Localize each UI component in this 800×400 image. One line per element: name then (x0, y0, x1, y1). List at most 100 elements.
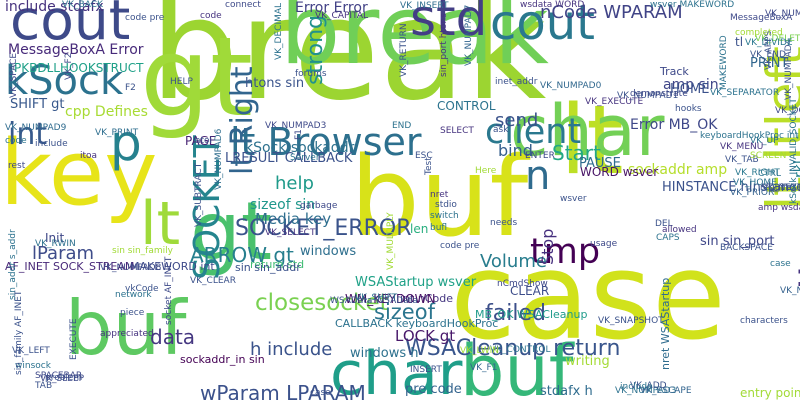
cloud-word: gt (140, 12, 253, 141)
cloud-word: requires (760, 183, 797, 194)
cloud-word: CLEAR (510, 283, 550, 298)
cloud-word: include stdafx (5, 0, 104, 16)
cloud-word: sin sin_port (700, 233, 775, 249)
cloud-word: send (495, 109, 539, 131)
cloud-word: LRESULT CALLBACK (225, 150, 353, 166)
cloud-word: SPACEBAR (35, 371, 83, 382)
cloud-word: PKBDLLHOOKSTRUCT (14, 60, 144, 75)
cloud-word: VK_PRIOR (730, 188, 775, 199)
cloud-word: VK_RETURN (399, 23, 409, 77)
cloud-word: LOCK gt (395, 327, 456, 346)
cloud-word: VK_MULTIPLY (386, 212, 396, 270)
cloud-word: socket AF_INET (164, 256, 174, 325)
cloud-word: help (275, 172, 314, 194)
cloud-word: VK_DELETE (755, 34, 800, 45)
cloud-word: code pre (125, 13, 165, 24)
cloud-word: data (150, 325, 196, 349)
cloud-word: VK_DECIMAL (274, 2, 284, 60)
cloud-word: EXECUTE (69, 318, 79, 360)
cloud-word: Init (45, 230, 65, 245)
cloud-word: case (450, 228, 726, 367)
cloud-word: wsdata WORD (520, 0, 585, 11)
cloud-word: Here (475, 166, 497, 177)
cloud-word: cout (490, 0, 595, 52)
cloud-word: Track (660, 64, 689, 78)
cloud-word: tl (735, 34, 744, 49)
cloud-word: nCmdShow (497, 279, 548, 290)
cloud-word: code (5, 136, 27, 147)
cloud-word: closesocket (255, 290, 389, 317)
cloud-word: WSACleanup return (405, 336, 621, 362)
cloud-word: Error MB_OK (630, 117, 718, 134)
cloud-word: sin_family AF_INET (14, 290, 24, 375)
cloud-word: p (110, 113, 142, 172)
cloud-word: Start (552, 141, 601, 165)
cloud-word: VK_ADD (630, 381, 667, 392)
cloud-word: CAPS (656, 233, 680, 244)
cloud-word: VK_NUMPAD2 (765, 9, 800, 20)
cloud-word: CTRL (758, 169, 782, 180)
cloud-word: buf (460, 329, 574, 400)
cloud-word: garbage (300, 201, 338, 212)
cloud-word: SCREEN (750, 151, 787, 162)
cloud-word: VK_NUMPAD3 (265, 121, 327, 132)
cloud-word: kSock INVALID_SOCKET (789, 98, 799, 204)
cloud-word: amp wsdata (758, 203, 800, 214)
cloud-word: VK_RIGHT (735, 168, 780, 179)
cloud-word: lt (140, 189, 181, 259)
cloud-word: h include (250, 338, 333, 360)
cloud-word: lParam (32, 242, 95, 264)
cloud-word: Volume (480, 250, 547, 272)
cloud-word: VK_RWIN (35, 239, 76, 250)
cloud-word: inet_addr (495, 77, 538, 88)
cloud-word: appreciated (100, 329, 154, 340)
cloud-word: SOCKET_ERROR (235, 216, 412, 242)
cloud-word: code pre (440, 241, 480, 252)
cloud-word: keyboardHookProc int (700, 131, 799, 142)
cloud-word: sockaddr_in sin (180, 352, 265, 366)
cloud-word: WSAStartup wsver (355, 274, 477, 290)
cloud-word: TAB (35, 381, 53, 392)
cloud-word: VK_UP (750, 136, 779, 147)
cloud-word: VK_DIVIDE (745, 38, 793, 49)
cloud-word: VK_NUMPAD3 (615, 386, 677, 397)
cloud-word: VK_SNAPSHOT (598, 316, 664, 327)
cloud-word: cpp Defines (65, 104, 148, 121)
cloud-word: VK_SPACE (9, 52, 19, 98)
cloud-word: allowed (662, 225, 697, 236)
cloud-word: wParam LPARAM (200, 381, 366, 400)
cloud-word: VK_SELECT (265, 228, 316, 239)
cloud-word: MB_OK WSACleanup (475, 307, 588, 321)
cloud-word: rest (8, 161, 26, 172)
cloud-word: VK_CLEAR (190, 276, 236, 287)
cloud-word: case (310, 388, 331, 399)
cloud-word: pre code (405, 381, 462, 397)
cloud-word: entry point (740, 385, 800, 400)
cloud-word: F2 (125, 83, 136, 94)
cloud-word: Stop (538, 228, 557, 265)
cloud-word: itoa (80, 151, 98, 162)
cloud-word: ESC (415, 151, 433, 162)
cloud-word: SELECT (440, 126, 474, 137)
cloud-word: VK_NUMPAD9 (5, 123, 67, 134)
cloud-word: wsver (560, 194, 587, 205)
cloud-word: break (150, 0, 547, 132)
cloud-word: AF_INET SOCK_STREAM (5, 259, 135, 273)
cloud-word: Test (424, 157, 434, 175)
cloud-word: connect (225, 0, 261, 11)
cloud-word: sizeof sin (250, 197, 316, 214)
cloud-word: PRINT (750, 55, 789, 71)
cloud-word: char (330, 339, 463, 400)
cloud-word: MessageBoxA Error (8, 42, 144, 59)
cloud-word: characters (740, 316, 788, 327)
cloud-word: HELP (170, 77, 193, 88)
cloud-word: WSAData WSAData (330, 296, 418, 307)
cloud-word: VK_SUBTRACT (194, 162, 204, 227)
cloud-word: client (485, 112, 582, 153)
cloud-word: return std (250, 257, 305, 271)
cloud-word: VK_CAPITAL (315, 11, 369, 22)
cloud-word: stdafx h (540, 383, 593, 399)
cloud-word: WORD wsver (580, 164, 659, 179)
cloud-word: lt (560, 86, 624, 197)
cloud-word: CONTROL (437, 98, 496, 113)
